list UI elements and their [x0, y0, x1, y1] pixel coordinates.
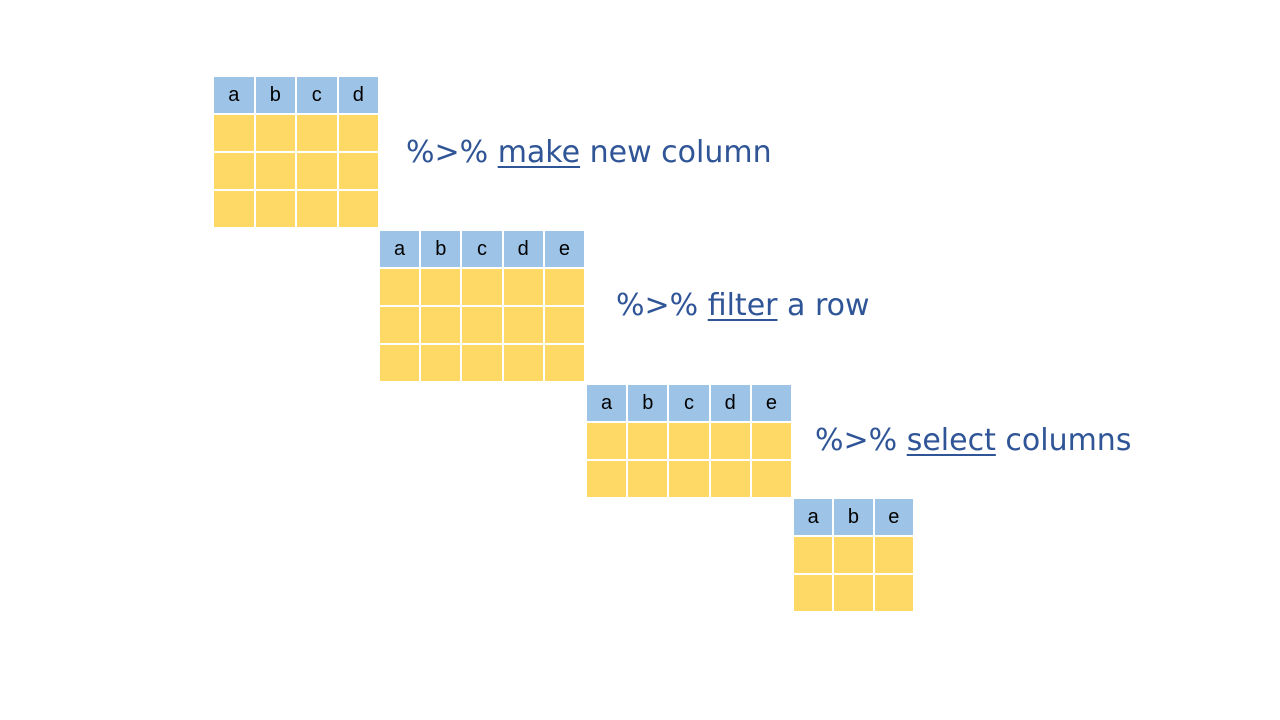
table-cell	[295, 189, 339, 229]
table-cell	[708, 421, 752, 461]
table-row	[212, 151, 380, 191]
column-header: c	[460, 229, 504, 269]
column-header: c	[295, 75, 339, 115]
table-cell	[336, 189, 380, 229]
table-cell	[336, 113, 380, 153]
verb-make: make	[497, 135, 581, 170]
table-cell	[584, 459, 629, 499]
table-cell	[749, 459, 794, 499]
table-cell	[872, 535, 916, 575]
table-row	[377, 305, 587, 345]
table-cell	[377, 343, 422, 383]
step-label-make: %>% make new column	[406, 138, 772, 168]
verb-filter: filter	[707, 288, 778, 323]
pipe-operator: %>%	[616, 288, 699, 323]
table-cell	[460, 343, 504, 383]
table-cell	[584, 421, 629, 461]
table-cell	[542, 267, 587, 307]
column-header: d	[708, 383, 752, 423]
table-cell	[460, 267, 504, 307]
table-cell	[542, 343, 587, 383]
table-cell	[295, 113, 339, 153]
table-row	[584, 459, 794, 499]
table-cell	[542, 305, 587, 345]
table-cell	[832, 535, 875, 575]
table-cell	[460, 305, 504, 345]
table-cell	[295, 151, 339, 191]
step-description: a row	[787, 288, 870, 323]
column-header: b	[626, 383, 670, 423]
table-cell	[749, 421, 794, 461]
table-cell	[791, 573, 835, 613]
table-row	[377, 267, 587, 307]
table-cell	[212, 113, 256, 153]
table-cell	[253, 113, 297, 153]
column-header: a	[584, 383, 629, 423]
table-cell	[419, 305, 463, 345]
column-header: c	[667, 383, 711, 423]
table-cell	[626, 421, 670, 461]
step-label-filter: %>% filter a row	[616, 291, 870, 321]
table-row	[212, 113, 380, 153]
table-cell	[501, 343, 545, 383]
table-cell	[419, 343, 463, 383]
table-cell	[253, 151, 297, 191]
table-cell	[212, 151, 256, 191]
column-header: e	[749, 383, 794, 423]
table-cell	[872, 573, 916, 613]
table-cell	[377, 267, 422, 307]
column-header: b	[832, 497, 875, 537]
column-header: e	[872, 497, 916, 537]
table-cell	[253, 189, 297, 229]
table-cell	[832, 573, 875, 613]
table-cell	[626, 459, 670, 499]
column-header: a	[212, 75, 256, 115]
column-header: b	[419, 229, 463, 269]
table-row	[212, 189, 380, 229]
step-description: columns	[1005, 423, 1132, 458]
table-cell	[791, 535, 835, 575]
column-header: d	[336, 75, 380, 115]
column-header: b	[253, 75, 297, 115]
pipe-operator: %>%	[815, 423, 898, 458]
table-cell	[667, 421, 711, 461]
table-cell	[419, 267, 463, 307]
table-cell	[377, 305, 422, 345]
column-header: d	[501, 229, 545, 269]
table-cell	[501, 267, 545, 307]
step-label-select: %>% select columns	[815, 426, 1131, 456]
verb-select: select	[906, 423, 996, 458]
table-row	[791, 535, 916, 575]
column-header: a	[791, 497, 835, 537]
table-cell	[667, 459, 711, 499]
step-description: new column	[589, 135, 772, 170]
table-row	[584, 421, 794, 461]
table-cell	[501, 305, 545, 345]
column-header: a	[377, 229, 422, 269]
table-cell	[212, 189, 256, 229]
column-header: e	[542, 229, 587, 269]
pipe-operator: %>%	[406, 135, 489, 170]
table-cell	[336, 151, 380, 191]
table-row	[377, 343, 587, 383]
table-row	[791, 573, 916, 613]
table-cell	[708, 459, 752, 499]
